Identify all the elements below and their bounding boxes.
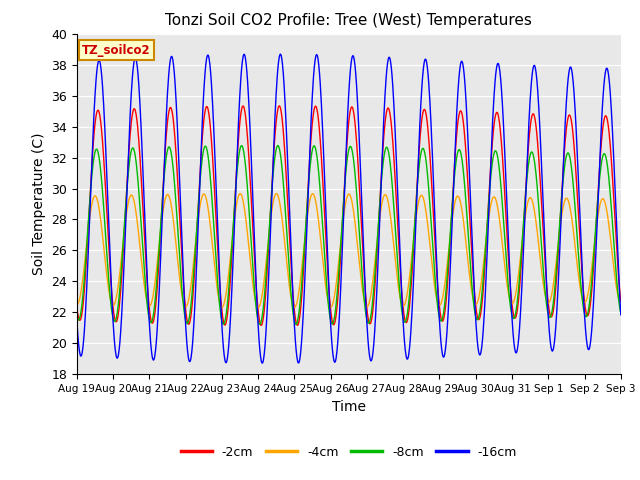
-4cm bbox=[255, 304, 263, 310]
-2cm bbox=[276, 103, 284, 109]
-4cm bbox=[180, 303, 188, 309]
Legend: -2cm, -4cm, -8cm, -16cm: -2cm, -4cm, -8cm, -16cm bbox=[175, 441, 522, 464]
-16cm bbox=[73, 317, 81, 323]
-2cm bbox=[617, 299, 625, 305]
-16cm bbox=[434, 287, 442, 292]
-8cm bbox=[256, 322, 264, 327]
-4cm bbox=[273, 191, 280, 196]
-16cm bbox=[259, 360, 266, 366]
-2cm bbox=[73, 303, 81, 309]
-16cm bbox=[255, 331, 262, 337]
Line: -8cm: -8cm bbox=[77, 145, 621, 324]
Y-axis label: Soil Temperature (C): Soil Temperature (C) bbox=[31, 133, 45, 275]
-8cm bbox=[434, 305, 442, 311]
-16cm bbox=[505, 252, 513, 257]
-4cm bbox=[553, 252, 561, 258]
-4cm bbox=[617, 299, 625, 305]
-2cm bbox=[194, 211, 202, 217]
-8cm bbox=[617, 310, 625, 316]
-4cm bbox=[505, 293, 513, 299]
Title: Tonzi Soil CO2 Profile: Tree (West) Temperatures: Tonzi Soil CO2 Profile: Tree (West) Temp… bbox=[165, 13, 532, 28]
-16cm bbox=[617, 312, 625, 318]
-4cm bbox=[73, 302, 81, 308]
-8cm bbox=[553, 260, 561, 266]
Text: TZ_soilco2: TZ_soilco2 bbox=[82, 44, 151, 57]
-8cm bbox=[194, 209, 202, 215]
-4cm bbox=[434, 300, 442, 306]
-16cm bbox=[180, 301, 188, 307]
-2cm bbox=[257, 323, 265, 328]
-16cm bbox=[276, 51, 284, 57]
-16cm bbox=[194, 232, 202, 238]
Line: -4cm: -4cm bbox=[77, 193, 621, 307]
-2cm bbox=[180, 295, 188, 301]
-2cm bbox=[434, 286, 442, 291]
-8cm bbox=[255, 320, 262, 326]
-4cm bbox=[255, 304, 262, 310]
X-axis label: Time: Time bbox=[332, 400, 366, 414]
-4cm bbox=[194, 220, 202, 226]
-8cm bbox=[505, 290, 513, 296]
-8cm bbox=[73, 314, 81, 320]
-8cm bbox=[274, 143, 282, 148]
-2cm bbox=[505, 263, 513, 269]
Line: -2cm: -2cm bbox=[77, 106, 621, 325]
-8cm bbox=[180, 312, 188, 317]
-2cm bbox=[553, 269, 561, 275]
Line: -16cm: -16cm bbox=[77, 54, 621, 363]
-16cm bbox=[553, 306, 561, 312]
-2cm bbox=[255, 312, 262, 318]
